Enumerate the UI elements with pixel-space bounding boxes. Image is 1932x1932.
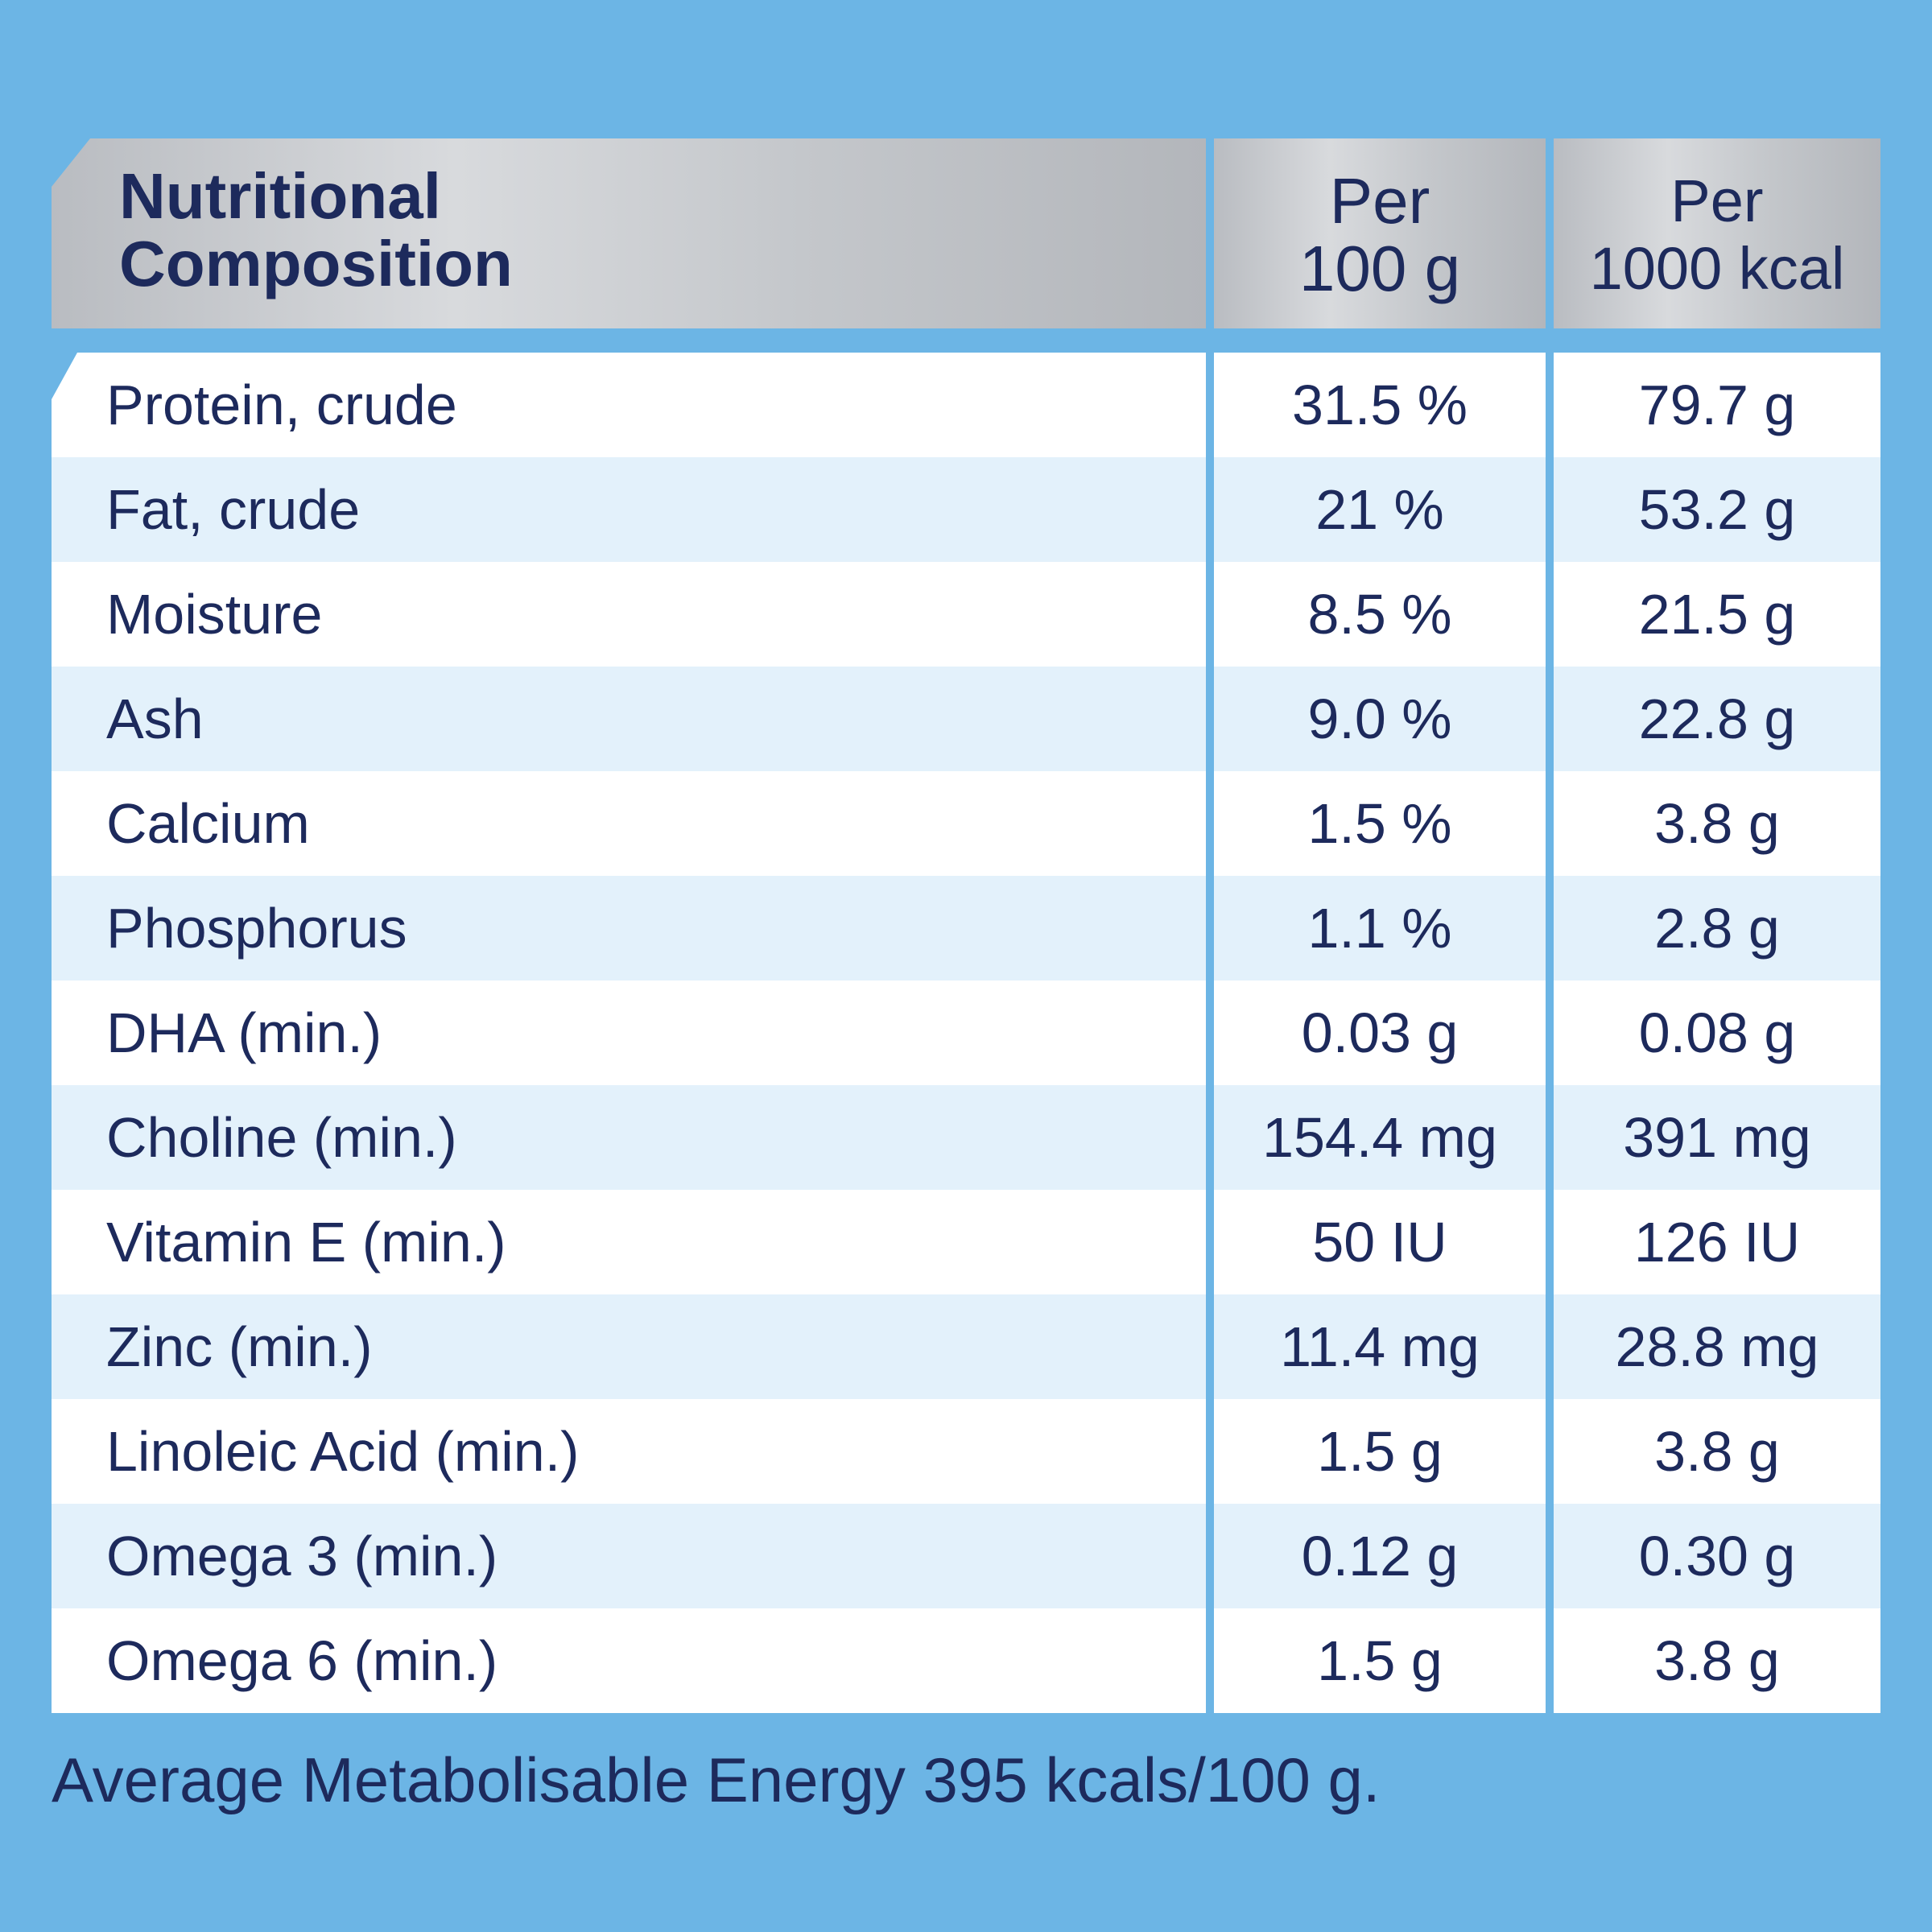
value-per-100g: 0.12 g (1214, 1504, 1546, 1608)
value-per-1000kcal: 3.8 g (1554, 1399, 1880, 1504)
header-cell-per-1000kcal: Per 1000 kcal (1554, 138, 1880, 328)
nutrient-name: Omega 6 (min.) (52, 1608, 1206, 1713)
value-per-100g: 1.5 g (1214, 1399, 1546, 1504)
value-per-100g: 50 IU (1214, 1190, 1546, 1294)
value-per-100g: 11.4 mg (1214, 1294, 1546, 1399)
header-cell-nutrient: Nutritional Composition (52, 138, 1206, 328)
table-row: Moisture 8.5 % 21.5 g (52, 562, 1880, 667)
table-row: Choline (min.) 154.4 mg 391 mg (52, 1085, 1880, 1190)
value-per-100g: 8.5 % (1214, 562, 1546, 667)
nutrient-name: Omega 3 (min.) (52, 1504, 1206, 1608)
nutrient-name: Calcium (52, 771, 1206, 876)
column-header-per-1000kcal: Per 1000 kcal (1589, 167, 1845, 302)
value-per-1000kcal: 79.7 g (1554, 353, 1880, 457)
table-row: Linoleic Acid (min.) 1.5 g 3.8 g (52, 1399, 1880, 1504)
value-per-1000kcal: 2.8 g (1554, 876, 1880, 980)
nutrient-name: Phosphorus (52, 876, 1206, 980)
energy-footnote: Average Metabolisable Energy 395 kcals/1… (52, 1744, 1381, 1815)
table-header: Nutritional Composition Per 100 g Per 10… (52, 138, 1880, 328)
table-row: Calcium 1.5 % 3.8 g (52, 771, 1880, 876)
value-per-100g: 1.1 % (1214, 876, 1546, 980)
value-per-100g: 31.5 % (1214, 353, 1546, 457)
value-per-100g: 9.0 % (1214, 667, 1546, 771)
table-row: Fat, crude 21 % 53.2 g (52, 457, 1880, 562)
nutrient-name: Vitamin E (min.) (52, 1190, 1206, 1294)
nutrient-name: Fat, crude (52, 457, 1206, 562)
value-per-1000kcal: 22.8 g (1554, 667, 1880, 771)
table-row: Protein, crude 31.5 % 79.7 g (52, 353, 1880, 457)
nutrient-name: Choline (min.) (52, 1085, 1206, 1190)
value-per-1000kcal: 21.5 g (1554, 562, 1880, 667)
table-row: Ash 9.0 % 22.8 g (52, 667, 1880, 771)
value-per-100g: 154.4 mg (1214, 1085, 1546, 1190)
table-row: DHA (min.) 0.03 g 0.08 g (52, 980, 1880, 1085)
value-per-100g: 1.5 % (1214, 771, 1546, 876)
table-row: Vitamin E (min.) 50 IU 126 IU (52, 1190, 1880, 1294)
value-per-100g: 1.5 g (1214, 1608, 1546, 1713)
value-per-100g: 0.03 g (1214, 980, 1546, 1085)
value-per-1000kcal: 391 mg (1554, 1085, 1880, 1190)
value-per-1000kcal: 3.8 g (1554, 771, 1880, 876)
table-row: Omega 6 (min.) 1.5 g 3.8 g (52, 1608, 1880, 1713)
value-per-1000kcal: 3.8 g (1554, 1608, 1880, 1713)
table-title: Nutritional Composition (119, 160, 513, 299)
value-per-1000kcal: 0.08 g (1554, 980, 1880, 1085)
nutrient-name: Zinc (min.) (52, 1294, 1206, 1399)
nutrient-name: Moisture (52, 562, 1206, 667)
column-header-per-100g: Per 100 g (1298, 165, 1461, 304)
value-per-1000kcal: 28.8 mg (1554, 1294, 1880, 1399)
nutrient-name: Ash (52, 667, 1206, 771)
value-per-1000kcal: 126 IU (1554, 1190, 1880, 1294)
nutrient-name: DHA (min.) (52, 980, 1206, 1085)
value-per-1000kcal: 53.2 g (1554, 457, 1880, 562)
header-cell-per-100g: Per 100 g (1214, 138, 1546, 328)
table-row: Omega 3 (min.) 0.12 g 0.30 g (52, 1504, 1880, 1608)
table-row: Zinc (min.) 11.4 mg 28.8 mg (52, 1294, 1880, 1399)
nutrient-name: Protein, crude (52, 353, 1206, 457)
nutrient-name: Linoleic Acid (min.) (52, 1399, 1206, 1504)
value-per-100g: 21 % (1214, 457, 1546, 562)
nutrition-table: Protein, crude 31.5 % 79.7 g Fat, crude 21 %… (52, 353, 1880, 1713)
value-per-1000kcal: 0.30 g (1554, 1504, 1880, 1608)
table-row: Phosphorus 1.1 % 2.8 g (52, 876, 1880, 980)
